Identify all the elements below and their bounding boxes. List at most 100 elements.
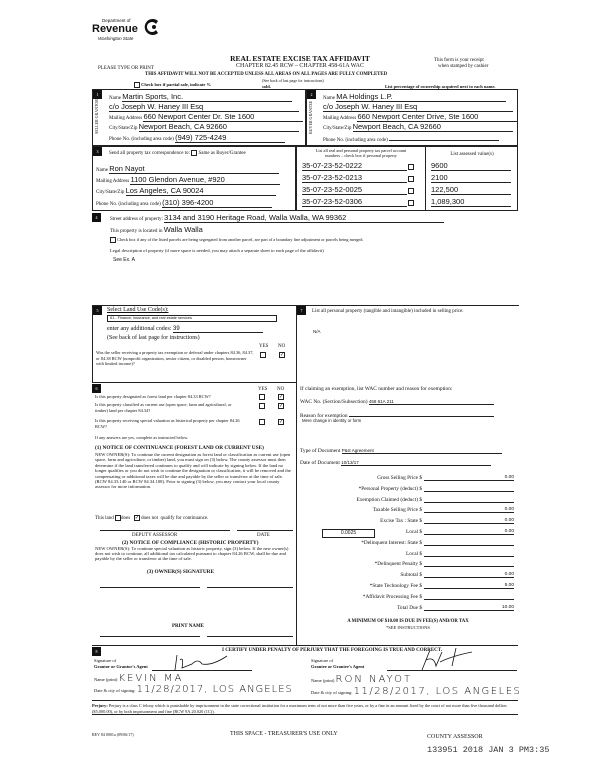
historic-no-checkbox[interactable]: ✓ [278,419,284,425]
seller-name-field[interactable]: Martin Sports, Inc. [122,92,293,102]
fee-value-field[interactable]: 0.00 [424,572,514,579]
fee-value-field[interactable]: 0.00 [424,529,514,535]
land-use-select[interactable]: 61 - Finance, insurance, and real estate… [107,315,277,322]
does-not-checkbox[interactable]: ✓ [133,515,140,521]
fee-value-field[interactable] [424,551,514,557]
assessed-value-field[interactable]: 2100 [431,173,511,183]
fee-label: Local $ [405,529,422,535]
seller-address-field[interactable]: 660 Newport Center Dr. Ste 1600 [143,112,304,122]
doc-type-field[interactable]: P&S Agreement [341,448,502,454]
deputy-assessor-label: DEPUTY ASSESSOR [132,533,178,538]
tc-city-field[interactable]: Los Angeles, CA 90024 [125,186,276,196]
buyer-phone-field[interactable] [389,133,500,141]
historic-yes-checkbox[interactable] [259,419,265,425]
parcel-number-field[interactable]: 35-07-23-52-0025 [302,185,407,195]
fee-value-field[interactable] [424,594,514,600]
buyer-section: 2 BUYER GRANTEE Name MA Holdings L.P. c/… [306,89,518,146]
tc-name-field[interactable]: Ron Nayot [109,164,280,174]
receipt-note-1: This form is your receipt [434,58,484,63]
seller-co-field[interactable]: c/o Joseph W. Haney III Esq [109,102,299,112]
seller-section: 1 SELLER GRANTOR Name Martin Sports, Inc… [92,89,306,146]
fee-value-field[interactable]: 0.00 [424,518,514,525]
personal-property-checkbox[interactable] [408,163,415,170]
buyer-name-field[interactable]: MA Holdings L.P. [336,92,507,102]
grantor-signature[interactable] [172,652,232,672]
assessed-value-field[interactable]: 9600 [431,161,511,171]
perjury-text: Perjury is a class C felony which is pun… [92,703,507,714]
personal-property-value[interactable]: N/A [313,329,321,334]
seller-label: SELLER GRANTOR [94,99,99,134]
tc-phone-field[interactable]: (310) 396-4200 [162,198,273,208]
segregated-checkbox[interactable] [110,237,116,244]
fee-value-field[interactable] [424,540,514,546]
current-use-no-checkbox[interactable]: ✓ [278,403,284,409]
legal-desc-field[interactable]: See Ex. A [113,257,135,263]
additional-codes-label: enter any additional codes: [107,326,172,332]
fee-value-field[interactable] [424,561,514,568]
form-title: REAL ESTATE EXCISE TAX AFFIDAVIT [230,54,370,63]
parcel-number-field[interactable]: 35-07-23-52-0213 [302,173,407,183]
section-number-5: 5 [93,306,102,315]
buyer-address-field[interactable]: 660 Newport Center Drive, Ste 1600 [357,112,518,122]
fee-value-field[interactable]: 0.00 [424,475,514,481]
seller-city-field[interactable]: Newport Beach, CA 92660 [138,122,299,132]
seller-phone-field[interactable]: (949) 725-4249 [175,133,286,143]
assessed-value-field[interactable]: 1,089,300 [431,197,511,207]
located-field[interactable]: Walla Walla [163,225,203,234]
partial-sale-label: Check box if partial sale, indicate % [141,82,211,88]
print-name-label: PRINT NAME [172,624,204,629]
sold-label: sold. [262,84,271,89]
forest-yes-checkbox[interactable] [259,394,265,400]
grantee-sig-label2: Grantee or Grantee's Agent [311,664,365,669]
fee-value-field[interactable] [424,486,514,492]
dor-logo: Department of Revenue Washington State [92,18,162,52]
exemption-no-checkbox[interactable]: ✓ [279,352,285,358]
same-as-buyer-checkbox[interactable] [191,150,198,156]
parcel-number-field[interactable]: 35-07-23-52-0306 [302,197,407,207]
grantor-name-field[interactable]: KEVIN MA [118,673,184,684]
fee-value-field[interactable]: 5.00 [424,583,514,589]
perjury-label: Perjury: [92,703,108,708]
partial-sale-checkbox[interactable] [134,82,140,88]
personal-property-checkbox[interactable] [408,199,415,206]
fee-value-field[interactable] [424,497,514,503]
grantee-name-field[interactable]: RON NAYOT [335,674,413,685]
buyer-city-field[interactable]: Newport Beach, CA 92660 [352,122,513,132]
same-as-buyer-label: Same as Buyer/Grantee [198,151,246,157]
street-address-field[interactable]: 3134 and 3190 Heritage Road, Walla Walla… [164,213,445,223]
buyer-name-label: Name [323,96,335,101]
forest-no-checkbox[interactable]: ✓ [278,394,284,400]
wac-field[interactable]: 458 61A 211 [368,399,494,405]
doc-date-field[interactable]: 10/13/17 [341,460,492,466]
parcel-number-field[interactable]: 35-07-23-52-0222 [302,161,407,171]
street-label: Street address of property: [110,217,163,222]
section-7: 7 List all personal property (tangible a… [297,305,519,645]
tc-address-field[interactable]: 1100 Glendon Avenue, #920 [130,175,281,185]
grantor-date-field[interactable]: 11/28/2017, LOS ANGELES [136,684,293,695]
does-checkbox[interactable] [115,515,121,521]
partial-sale[interactable]: Check box if partial sale, indicate % [134,82,211,88]
owner-signature-title: (3) OWNER(S) SIGNATURE [147,569,214,575]
fee-label: Gross Selling Price $ [377,475,422,481]
reason-field[interactable]: Mere change in identity or form [302,418,362,423]
value-header: List assessed value(s) [450,152,494,157]
segregated-label: Check box if any of the listed parcels a… [117,237,364,242]
current-use-yes-checkbox[interactable] [259,403,265,409]
doc-type-label: Type of Document [300,448,341,454]
personal-property-checkbox[interactable] [408,187,415,194]
fee-value-field[interactable]: 10.00 [424,605,514,611]
fee-label: *State Technology Fee $ [369,583,422,589]
ownership-note: List percentage of ownership acquired ne… [385,84,496,89]
exemption-yes-checkbox[interactable] [260,352,266,358]
additional-codes-field[interactable]: 39 [172,326,263,333]
personal-property-checkbox[interactable] [408,175,415,182]
grantee-signature[interactable] [412,646,482,672]
assessed-value-field[interactable]: 122,500 [431,185,511,195]
grantee-date-field[interactable]: 11/28/2017, LOS ANGELES [353,686,522,697]
fee-value-field[interactable]: 0.00 [424,507,514,514]
buyer-co-field[interactable]: c/o Joseph W. Haney III Esq [323,102,513,112]
section-number-2: 2 [307,90,316,99]
local-rate-field[interactable]: 0.0025 [322,529,375,538]
forest-question: Is this property designated as forest la… [95,394,211,399]
land-use-section: 5 Select Land Use Code(s): 61 - Finance,… [92,305,297,383]
